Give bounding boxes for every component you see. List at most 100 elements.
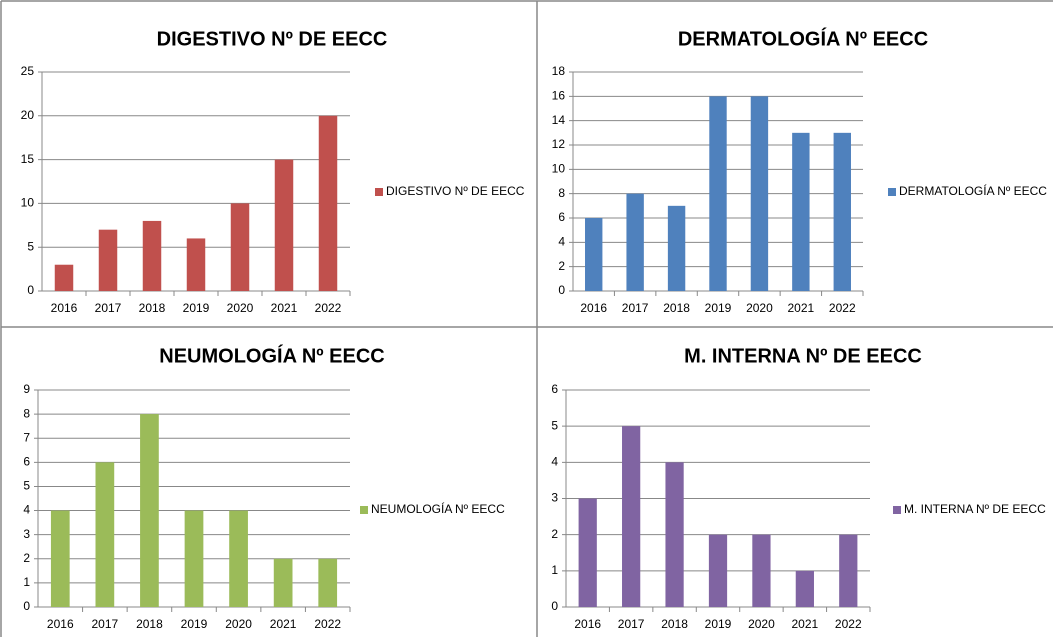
x-tick-label: 2017 [622, 301, 649, 315]
bar [792, 132, 810, 291]
y-tick-label: 2 [551, 527, 558, 541]
x-tick-label: 2019 [181, 617, 208, 631]
y-tick-label: 8 [23, 406, 30, 420]
bar [50, 510, 70, 607]
bar [142, 220, 162, 291]
y-tick-label: 0 [27, 283, 34, 297]
y-tick-label: 8 [558, 186, 565, 200]
chart-title: DIGESTIVO Nº DE EECC [157, 28, 388, 50]
x-tick-label: 2016 [51, 301, 78, 315]
legend-label: DERMATOLOGÍA Nº EECC [899, 183, 1047, 198]
y-tick-label: 7 [23, 430, 30, 444]
y-tick-label: 4 [551, 455, 558, 469]
x-tick-label: 2019 [183, 301, 210, 315]
y-tick-label: 2 [558, 259, 565, 273]
y-tick-label: 10 [21, 196, 35, 210]
bar [709, 96, 727, 291]
x-tick-label: 2022 [835, 617, 862, 631]
x-tick-label: 2018 [663, 301, 690, 315]
chart-title: NEUMOLOGÍA Nº EECC [159, 344, 384, 367]
legend-swatch [893, 506, 901, 514]
bar [795, 570, 814, 607]
bar [98, 229, 118, 291]
bar [318, 115, 338, 291]
x-tick-label: 2021 [270, 617, 297, 631]
bar [230, 203, 250, 291]
y-tick-label: 9 [23, 382, 30, 396]
y-tick-label: 6 [551, 382, 558, 396]
x-tick-label: 2017 [618, 617, 645, 631]
x-tick-label: 2017 [92, 617, 119, 631]
x-tick-label: 2016 [580, 301, 607, 315]
bar [585, 218, 603, 291]
bar [186, 238, 206, 291]
bar [95, 462, 115, 607]
legend-label: NEUMOLOGÍA Nº EECC [371, 501, 505, 516]
bar [708, 534, 728, 607]
bar [752, 534, 771, 607]
x-tick-label: 2018 [661, 617, 688, 631]
x-tick-label: 2022 [315, 301, 342, 315]
x-tick-label: 2016 [47, 617, 74, 631]
x-tick-label: 2018 [139, 301, 166, 315]
x-tick-label: 2022 [314, 617, 341, 631]
x-tick-label: 2018 [136, 617, 163, 631]
y-tick-label: 18 [552, 64, 566, 78]
y-tick-label: 15 [21, 152, 35, 166]
chart-title: DERMATOLOGÍA Nº EECC [678, 27, 928, 50]
bar [54, 264, 74, 291]
x-tick-label: 2019 [705, 617, 732, 631]
y-tick-label: 12 [552, 137, 566, 151]
y-tick-label: 4 [558, 235, 565, 249]
y-tick-label: 20 [21, 108, 35, 122]
y-tick-label: 25 [21, 64, 35, 78]
y-tick-label: 5 [27, 239, 34, 253]
bar [667, 205, 686, 291]
y-tick-label: 5 [551, 418, 558, 432]
y-tick-label: 14 [552, 113, 566, 127]
x-tick-label: 2021 [792, 617, 819, 631]
legend-swatch [375, 188, 383, 196]
y-tick-label: 10 [552, 162, 566, 176]
bar [229, 510, 248, 607]
bar [318, 558, 338, 607]
y-tick-label: 6 [23, 455, 30, 469]
y-tick-label: 3 [23, 527, 30, 541]
x-tick-label: 2022 [829, 301, 856, 315]
y-tick-label: 16 [552, 89, 566, 103]
bar [622, 426, 641, 607]
bar [750, 96, 769, 291]
bar [184, 510, 204, 607]
y-tick-label: 6 [558, 210, 565, 224]
legend-swatch [360, 506, 368, 514]
y-tick-label: 0 [558, 283, 565, 297]
y-tick-label: 1 [23, 575, 30, 589]
bar [626, 193, 644, 291]
legend-label: DIGESTIVO Nº DE EECC [386, 184, 525, 198]
x-tick-label: 2020 [225, 617, 252, 631]
bar [665, 462, 684, 607]
x-tick-label: 2017 [95, 301, 122, 315]
x-tick-label: 2021 [271, 301, 298, 315]
chart-title: M. INTERNA Nº DE EECC [684, 345, 922, 367]
y-tick-label: 1 [551, 563, 558, 577]
y-tick-label: 0 [23, 599, 30, 613]
y-tick-label: 0 [551, 599, 558, 613]
y-tick-label: 4 [23, 503, 30, 517]
x-tick-label: 2020 [746, 301, 773, 315]
x-tick-label: 2020 [227, 301, 254, 315]
y-tick-label: 5 [23, 479, 30, 493]
x-tick-label: 2021 [788, 301, 815, 315]
bar [140, 414, 159, 607]
bar [273, 558, 293, 607]
legend-swatch [888, 188, 896, 196]
bar [839, 534, 858, 607]
y-tick-label: 2 [23, 551, 30, 565]
bar [274, 159, 294, 291]
bar [833, 132, 851, 291]
x-tick-label: 2019 [705, 301, 732, 315]
bar [578, 498, 597, 607]
y-tick-label: 3 [551, 491, 558, 505]
